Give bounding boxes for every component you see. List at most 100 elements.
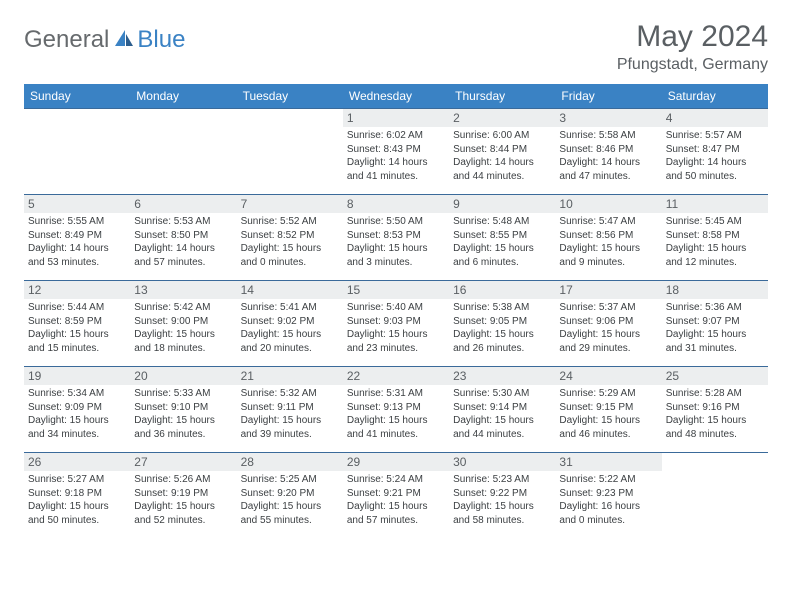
daylight-text: Daylight: 15 hours (559, 414, 657, 428)
sunrise-text: Sunrise: 6:02 AM (347, 129, 445, 143)
calendar-cell: 9Sunrise: 5:48 AMSunset: 8:55 PMDaylight… (449, 195, 555, 281)
daylight-text: and 44 minutes. (453, 170, 551, 184)
calendar-cell: 8Sunrise: 5:50 AMSunset: 8:53 PMDaylight… (343, 195, 449, 281)
sunset-text: Sunset: 8:55 PM (453, 229, 551, 243)
sunset-text: Sunset: 9:21 PM (347, 487, 445, 501)
sunrise-text: Sunrise: 5:31 AM (347, 387, 445, 401)
sunset-text: Sunset: 8:53 PM (347, 229, 445, 243)
calendar-cell: 26 Sunrise: 5:27 AMSunset: 9:18 PMDayligh… (24, 453, 130, 539)
sunset-text: Sunset: 9:22 PM (453, 487, 551, 501)
day-number: 16 (449, 281, 555, 299)
day-number: 25 (662, 367, 768, 385)
day-info: Sunrise: 5:58 AMSunset: 8:46 PMDaylight:… (559, 129, 657, 183)
calendar-cell: 6Sunrise: 5:53 AMSunset: 8:50 PMDaylight… (130, 195, 236, 281)
day-number: 12 (24, 281, 130, 299)
calendar-cell: 17Sunrise: 5:37 AMSunset: 9:06 PMDayligh… (555, 281, 661, 367)
daylight-text: and 29 minutes. (559, 342, 657, 356)
calendar-cell: 18Sunrise: 5:36 AMSunset: 9:07 PMDayligh… (662, 281, 768, 367)
daylight-text: and 48 minutes. (666, 428, 764, 442)
calendar-cell: 4 Sunrise: 5:57 AMSunset: 8:47 PMDaylight… (662, 109, 768, 195)
sunset-text: Sunset: 9:20 PM (241, 487, 339, 501)
calendar-cell: 27Sunrise: 5:26 AMSunset: 9:19 PMDayligh… (130, 453, 236, 539)
day-number: 21 (237, 367, 343, 385)
day-number: 27 (130, 453, 236, 471)
daylight-text: and 50 minutes. (666, 170, 764, 184)
sunrise-text: Sunrise: 6:00 AM (453, 129, 551, 143)
page-header: General Blue May 2024 Pfungstadt, German… (24, 20, 768, 74)
sunset-text: Sunset: 9:03 PM (347, 315, 445, 329)
sunset-text: Sunset: 8:52 PM (241, 229, 339, 243)
day-number: 6 (130, 195, 236, 213)
day-info: Sunrise: 5:31 AMSunset: 9:13 PMDaylight:… (347, 387, 445, 441)
calendar-cell: 23Sunrise: 5:30 AMSunset: 9:14 PMDayligh… (449, 367, 555, 453)
sunrise-text: Sunrise: 5:22 AM (559, 473, 657, 487)
sunset-text: Sunset: 9:13 PM (347, 401, 445, 415)
daylight-text: Daylight: 15 hours (347, 414, 445, 428)
sunrise-text: Sunrise: 5:47 AM (559, 215, 657, 229)
day-info: Sunrise: 5:38 AMSunset: 9:05 PMDaylight:… (453, 301, 551, 355)
calendar-cell: 19Sunrise: 5:34 AMSunset: 9:09 PMDayligh… (24, 367, 130, 453)
daylight-text: and 46 minutes. (559, 428, 657, 442)
day-info: Sunrise: 5:52 AMSunset: 8:52 PMDaylight:… (241, 215, 339, 269)
sunrise-text: Sunrise: 5:55 AM (28, 215, 126, 229)
sunset-text: Sunset: 9:09 PM (28, 401, 126, 415)
sunrise-text: Sunrise: 5:27 AM (28, 473, 126, 487)
daylight-text: and 15 minutes. (28, 342, 126, 356)
daylight-text: Daylight: 15 hours (666, 414, 764, 428)
daylight-text: and 20 minutes. (241, 342, 339, 356)
day-info: Sunrise: 6:00 AMSunset: 8:44 PMDaylight:… (453, 129, 551, 183)
sunset-text: Sunset: 8:58 PM (666, 229, 764, 243)
sunset-text: Sunset: 8:46 PM (559, 143, 657, 157)
sunset-text: Sunset: 8:43 PM (347, 143, 445, 157)
sunrise-text: Sunrise: 5:48 AM (453, 215, 551, 229)
day-info: Sunrise: 5:27 AMSunset: 9:18 PMDaylight:… (28, 473, 126, 527)
daylight-text: Daylight: 15 hours (241, 242, 339, 256)
daylight-text: Daylight: 14 hours (134, 242, 232, 256)
daylight-text: and 3 minutes. (347, 256, 445, 270)
sunrise-text: Sunrise: 5:37 AM (559, 301, 657, 315)
daylight-text: and 41 minutes. (347, 428, 445, 442)
sunrise-text: Sunrise: 5:32 AM (241, 387, 339, 401)
day-number: 31 (555, 453, 661, 471)
weekday-header: Thursday (449, 84, 555, 109)
daylight-text: Daylight: 15 hours (347, 242, 445, 256)
sunset-text: Sunset: 9:07 PM (666, 315, 764, 329)
calendar-cell: 5Sunrise: 5:55 AMSunset: 8:49 PMDaylight… (24, 195, 130, 281)
day-info: Sunrise: 5:48 AMSunset: 8:55 PMDaylight:… (453, 215, 551, 269)
day-number: 1 (343, 109, 449, 127)
sunrise-text: Sunrise: 5:36 AM (666, 301, 764, 315)
day-number: 22 (343, 367, 449, 385)
day-info: Sunrise: 5:36 AMSunset: 9:07 PMDaylight:… (666, 301, 764, 355)
day-number: 4 (662, 109, 768, 127)
day-info: Sunrise: 5:33 AMSunset: 9:10 PMDaylight:… (134, 387, 232, 441)
daylight-text: Daylight: 15 hours (134, 414, 232, 428)
sunset-text: Sunset: 8:59 PM (28, 315, 126, 329)
daylight-text: Daylight: 14 hours (666, 156, 764, 170)
calendar-cell: 28Sunrise: 5:25 AMSunset: 9:20 PMDayligh… (237, 453, 343, 539)
day-info: Sunrise: 5:57 AMSunset: 8:47 PMDaylight:… (666, 129, 764, 183)
sunset-text: Sunset: 9:14 PM (453, 401, 551, 415)
calendar-cell: 29Sunrise: 5:24 AMSunset: 9:21 PMDayligh… (343, 453, 449, 539)
daylight-text: and 0 minutes. (559, 514, 657, 528)
day-info: Sunrise: 5:24 AMSunset: 9:21 PMDaylight:… (347, 473, 445, 527)
day-info: Sunrise: 5:42 AMSunset: 9:00 PMDaylight:… (134, 301, 232, 355)
day-number: 23 (449, 367, 555, 385)
calendar-cell: 1Sunrise: 6:02 AMSunset: 8:43 PMDaylight… (343, 109, 449, 195)
day-info: Sunrise: 5:50 AMSunset: 8:53 PMDaylight:… (347, 215, 445, 269)
day-number: 2 (449, 109, 555, 127)
daylight-text: and 44 minutes. (453, 428, 551, 442)
weekday-header: Sunday (24, 84, 130, 109)
daylight-text: and 53 minutes. (28, 256, 126, 270)
calendar-cell (662, 453, 768, 539)
daylight-text: Daylight: 15 hours (559, 328, 657, 342)
sunrise-text: Sunrise: 5:58 AM (559, 129, 657, 143)
location-label: Pfungstadt, Germany (617, 56, 768, 74)
day-info: Sunrise: 5:55 AMSunset: 8:49 PMDaylight:… (28, 215, 126, 269)
calendar-cell: 11Sunrise: 5:45 AMSunset: 8:58 PMDayligh… (662, 195, 768, 281)
sunrise-text: Sunrise: 5:38 AM (453, 301, 551, 315)
day-number: 26 (24, 453, 130, 471)
daylight-text: and 12 minutes. (666, 256, 764, 270)
day-number: 28 (237, 453, 343, 471)
daylight-text: and 41 minutes. (347, 170, 445, 184)
calendar-row: 5Sunrise: 5:55 AMSunset: 8:49 PMDaylight… (24, 195, 768, 281)
